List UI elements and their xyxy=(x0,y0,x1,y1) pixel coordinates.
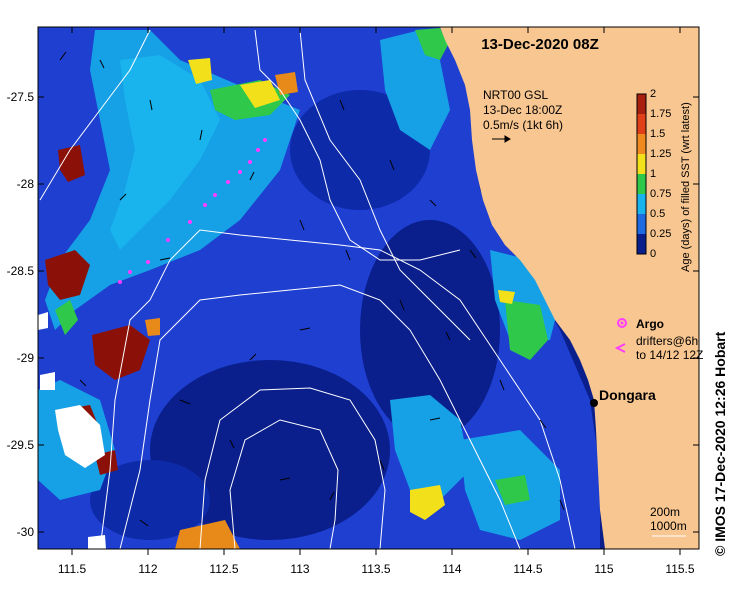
colorbar-tick: 0.75 xyxy=(650,188,671,200)
x-tick-label: 115.5 xyxy=(665,562,694,576)
green-patch xyxy=(415,28,448,60)
yellow-patch xyxy=(498,290,515,304)
colorbar-tick: 0.25 xyxy=(650,228,671,240)
map-frame-border xyxy=(37,26,700,550)
deep-blue-patch xyxy=(90,460,210,540)
missing-data-patch xyxy=(40,372,55,390)
missing-data-patch xyxy=(88,535,106,549)
x-tick-label: 114 xyxy=(442,562,461,576)
colorbar-tick: 2 xyxy=(650,88,656,100)
drifter-icon xyxy=(614,343,626,353)
credit-text: © IMOS 17-Dec-2020 12:26 Hobart xyxy=(712,331,728,556)
current-ref-line1: NRT00 GSL xyxy=(483,88,548,102)
yellow-patch xyxy=(410,485,445,520)
bathymetry-contours xyxy=(39,29,576,549)
colorbar-tick: 0 xyxy=(650,248,656,260)
green-patch xyxy=(55,300,78,335)
y-tick-label: -30 xyxy=(17,525,35,539)
current-ref-line2: 13-Dec 18:00Z xyxy=(483,103,562,117)
contour-label-1000m: 1000m xyxy=(650,519,687,533)
place-label-dongara: Dongara xyxy=(599,387,656,403)
map-title: 13-Dec-2020 08Z xyxy=(481,36,599,53)
x-tick-label: 112.5 xyxy=(209,562,238,576)
colorbar-tick: 1.75 xyxy=(650,108,671,120)
drifters-line1: drifters@6h xyxy=(636,334,698,348)
missing-data-patch xyxy=(38,312,48,330)
missing-data-patch xyxy=(55,405,105,468)
contour-label-200m: 200m xyxy=(650,505,680,519)
yellow-patch xyxy=(188,58,212,84)
x-tick-label: 111.5 xyxy=(58,562,87,576)
x-tick-label: 112 xyxy=(138,562,157,576)
orange-patch xyxy=(275,72,298,95)
colorbar-tick: 1 xyxy=(650,168,656,180)
x-tick-label: 114.5 xyxy=(513,562,542,576)
x-tick-label: 113.5 xyxy=(361,562,390,576)
orange-patch xyxy=(175,520,240,549)
x-tick-label: 113 xyxy=(290,562,309,576)
argo-label: Argo xyxy=(636,317,664,331)
colorbar-tick: 1.25 xyxy=(650,148,671,160)
yellow-patch xyxy=(240,80,280,108)
y-tick-label: -27.5 xyxy=(7,90,35,104)
x-axis xyxy=(71,27,681,555)
cyan-patch xyxy=(380,30,450,150)
drifters-line2: to 14/12 12Z xyxy=(636,348,703,362)
dongara-marker xyxy=(590,399,598,407)
y-tick-label: -29 xyxy=(17,351,35,365)
current-ref-arrow-icon xyxy=(492,135,511,143)
cyan-patch xyxy=(390,395,470,500)
green-patch xyxy=(495,475,530,505)
map-plot-area xyxy=(38,27,699,549)
current-vectors xyxy=(59,51,565,527)
current-ref-line3: 0.5m/s (1kt 6h) xyxy=(483,118,563,132)
colorbar xyxy=(636,93,647,255)
y-axis xyxy=(38,96,699,533)
colorbar-tick: 1.5 xyxy=(650,128,665,140)
orange-patch xyxy=(145,318,160,336)
y-tick-label: -28 xyxy=(17,177,35,191)
argo-icon xyxy=(617,318,627,328)
green-patch xyxy=(505,300,548,360)
darkred-patch xyxy=(58,145,85,182)
darkred-patch xyxy=(92,325,150,380)
deep-blue-eddy xyxy=(150,360,390,540)
colorbar-tick: 0.5 xyxy=(650,208,665,220)
darkred-patch xyxy=(45,250,90,300)
deep-blue-patch xyxy=(360,220,500,440)
y-tick-label: -29.5 xyxy=(7,438,35,452)
land-mass xyxy=(440,27,699,549)
x-tick-label: 115 xyxy=(594,562,613,576)
colorbar-label: Age (days) of filled SST (wrt latest) xyxy=(680,102,692,272)
drifter-tracks xyxy=(118,138,267,284)
light-blue-strip xyxy=(110,55,220,250)
y-tick-label: -28.5 xyxy=(7,264,35,278)
